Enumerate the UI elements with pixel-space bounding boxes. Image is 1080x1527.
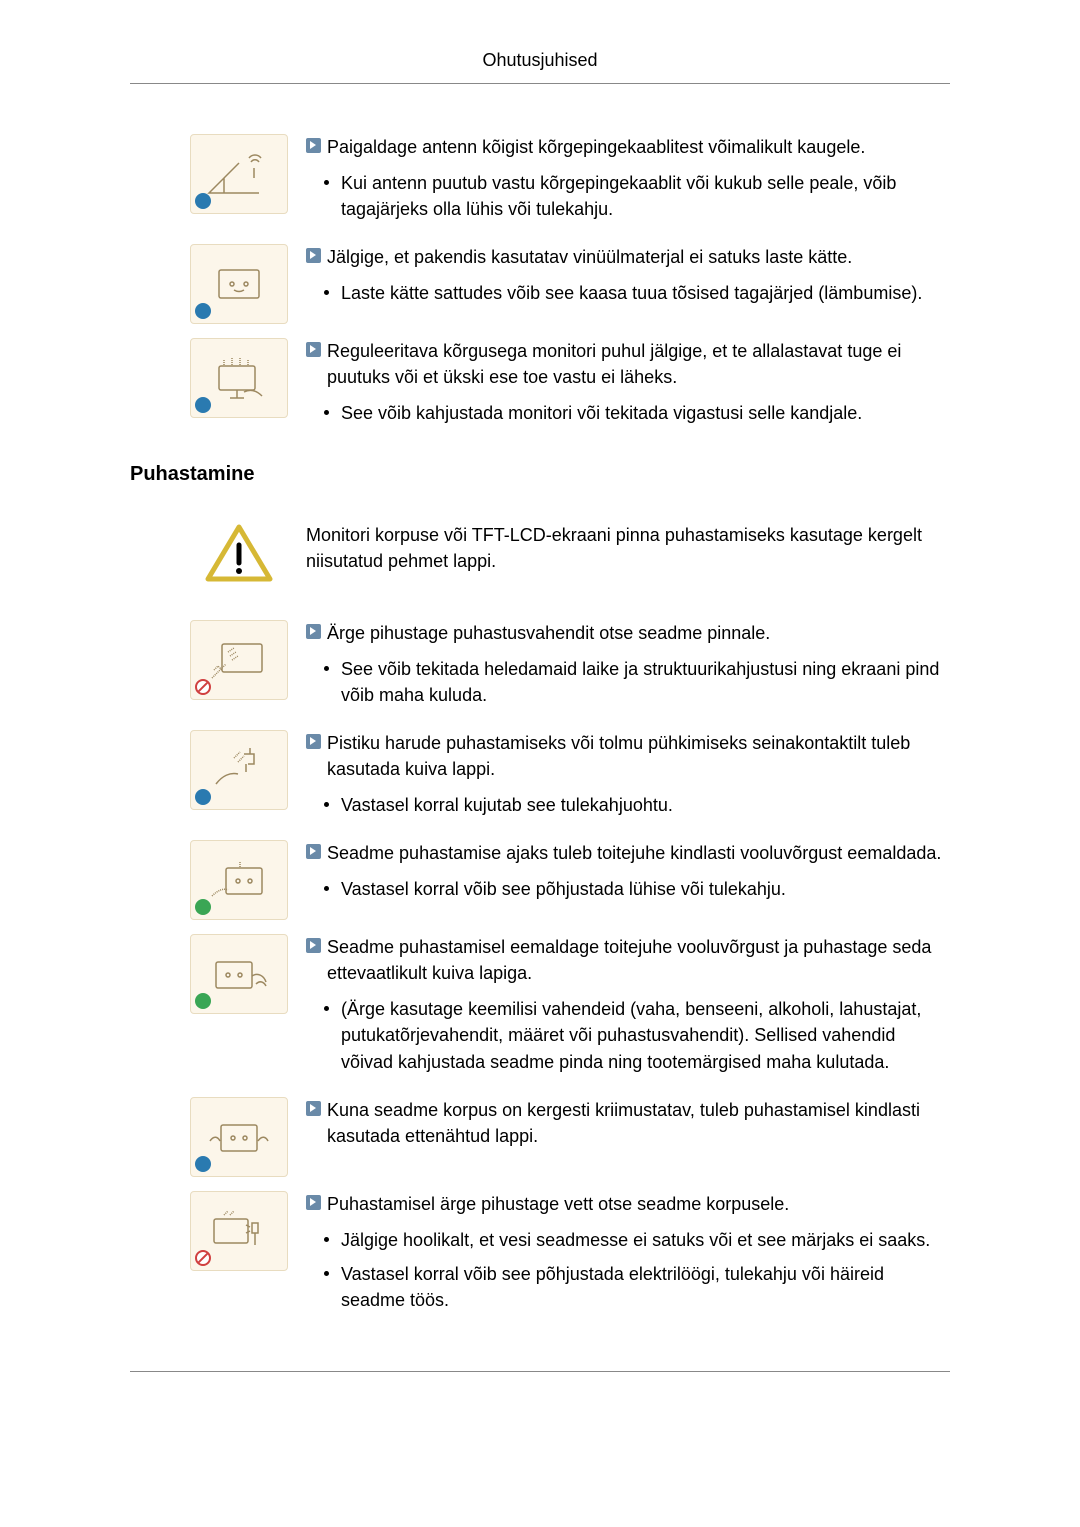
lead-text: Ärge pihustage puhastusvahendit otse sea…: [306, 620, 950, 646]
arrow-icon: [306, 342, 321, 357]
section-2-items: Ärge pihustage puhastusvahendit otse sea…: [130, 620, 950, 1321]
sub-content: Vastasel korral kujutab see tulekahjuoht…: [341, 792, 673, 818]
lead-content: Seadme puhastamise ajaks tuleb toitejuhe…: [327, 840, 941, 866]
lead-text: Pistiku harude puhastamiseks või tolmu p…: [306, 730, 950, 782]
sub-content: Vastasel korral võib see põhjustada elek…: [341, 1261, 950, 1313]
lead-content: Seadme puhastamisel eemaldage toitejuhe …: [327, 934, 950, 986]
instruction-item: Reguleeritava kõrgusega monitori puhul j…: [130, 338, 950, 434]
info-icon: [195, 193, 211, 209]
instruction-text: Kuna seadme korpus on kergesti kriimusta…: [306, 1097, 950, 1159]
illustration-unplug-clean: [190, 840, 288, 920]
page-header: Ohutusjuhised: [130, 50, 950, 84]
sub-content: Vastasel korral võib see põhjustada lühi…: [341, 876, 786, 902]
page: Ohutusjuhised Paigaldage antenn kõigist …: [0, 0, 1080, 1432]
instruction-item: Jälgige, et pakendis kasutatav vinüülmat…: [130, 244, 950, 324]
instruction-text: Reguleeritava kõrgusega monitori puhul j…: [306, 338, 950, 434]
lead-text: Reguleeritava kõrgusega monitori puhul j…: [306, 338, 950, 390]
illustration-dry-cloth: [190, 934, 288, 1014]
arrow-icon: [306, 938, 321, 953]
sub-text: Laste kätte sattudes võib see kaasa tuua…: [324, 280, 950, 306]
sub-text: Vastasel korral võib see põhjustada elek…: [324, 1261, 950, 1313]
section-intro: Monitori korpuse või TFT-LCD-ekraani pin…: [130, 514, 950, 594]
illustration-spray-screen: [190, 620, 288, 700]
dot-icon: [324, 180, 329, 185]
info-icon: [195, 1156, 211, 1172]
instruction-item: Seadme puhastamisel eemaldage toitejuhe …: [130, 934, 950, 1082]
instruction-text: Pistiku harude puhastamiseks või tolmu p…: [306, 730, 950, 826]
instruction-item: Puhastamisel ärge pihustage vett otse se…: [130, 1191, 950, 1321]
instruction-item: Paigaldage antenn kõigist kõrgepingekaab…: [130, 134, 950, 230]
info-icon: [195, 789, 211, 805]
sub-text: See võib tekitada heledamaid laike ja st…: [324, 656, 950, 708]
unplug-icon: [195, 899, 211, 915]
lead-content: Pistiku harude puhastamiseks või tolmu p…: [327, 730, 950, 782]
lead-content: Puhastamisel ärge pihustage vett otse se…: [327, 1191, 789, 1217]
dot-icon: [324, 1006, 329, 1011]
instruction-text: Paigaldage antenn kõigist kõrgepingekaab…: [306, 134, 950, 230]
section-1: Paigaldage antenn kõigist kõrgepingekaab…: [130, 134, 950, 435]
sub-text: See võib kahjustada monitori või tekitad…: [324, 400, 950, 426]
dot-icon: [324, 802, 329, 807]
sub-text: (Ärge kasutage keemilisi vahendeid (vaha…: [324, 996, 950, 1074]
sub-content: Jälgige hoolikalt, et vesi seadmesse ei …: [341, 1227, 930, 1253]
lead-content: Jälgige, et pakendis kasutatav vinüülmat…: [327, 244, 852, 270]
arrow-icon: [306, 1101, 321, 1116]
instruction-text: Puhastamisel ärge pihustage vett otse se…: [306, 1191, 950, 1321]
sub-content: Kui antenn puutub vastu kõrgepingekaabli…: [341, 170, 950, 222]
instruction-item: Kuna seadme korpus on kergesti kriimusta…: [130, 1097, 950, 1177]
instruction-item: Ärge pihustage puhastusvahendit otse sea…: [130, 620, 950, 716]
footer-rule: [130, 1371, 950, 1372]
prohibit-icon: [195, 679, 211, 695]
lead-content: Reguleeritava kõrgusega monitori puhul j…: [327, 338, 950, 390]
intro-text: Monitori korpuse või TFT-LCD-ekraani pin…: [306, 514, 950, 574]
sub-text: Vastasel korral kujutab see tulekahjuoht…: [324, 792, 950, 818]
lead-text: Seadme puhastamise ajaks tuleb toitejuhe…: [306, 840, 950, 866]
instruction-text: Seadme puhastamise ajaks tuleb toitejuhe…: [306, 840, 950, 910]
lead-text: Paigaldage antenn kõigist kõrgepingekaab…: [306, 134, 950, 160]
info-icon: [195, 303, 211, 319]
arrow-icon: [306, 844, 321, 859]
arrow-icon: [306, 248, 321, 263]
sub-content: See võib tekitada heledamaid laike ja st…: [341, 656, 950, 708]
sub-text: Kui antenn puutub vastu kõrgepingekaabli…: [324, 170, 950, 222]
sub-content: See võib kahjustada monitori või tekitad…: [341, 400, 862, 426]
sub-content: Laste kätte sattudes võib see kaasa tuua…: [341, 280, 922, 306]
instruction-item: Seadme puhastamise ajaks tuleb toitejuhe…: [130, 840, 950, 920]
arrow-icon: [306, 138, 321, 153]
instruction-text: Jälgige, et pakendis kasutatav vinüülmat…: [306, 244, 950, 314]
lead-content: Kuna seadme korpus on kergesti kriimusta…: [327, 1097, 950, 1149]
lead-text: Seadme puhastamisel eemaldage toitejuhe …: [306, 934, 950, 986]
lead-text: Kuna seadme korpus on kergesti kriimusta…: [306, 1097, 950, 1149]
dot-icon: [324, 886, 329, 891]
instruction-item: Pistiku harude puhastamiseks või tolmu p…: [130, 730, 950, 826]
illustration-soft-cloth: [190, 1097, 288, 1177]
dot-icon: [324, 1237, 329, 1242]
warning-icon: [190, 514, 288, 594]
lead-content: Paigaldage antenn kõigist kõrgepingekaab…: [327, 134, 865, 160]
arrow-icon: [306, 734, 321, 749]
illustration-antenna: [190, 134, 288, 214]
dot-icon: [324, 410, 329, 415]
unplug-icon: [195, 993, 211, 1009]
illustration-vinyl: [190, 244, 288, 324]
section-title-cleaning: Puhastamine: [130, 463, 950, 486]
prohibit-icon: [195, 1250, 211, 1266]
lead-content: Ärge pihustage puhastusvahendit otse sea…: [327, 620, 770, 646]
info-icon: [195, 397, 211, 413]
dot-icon: [324, 666, 329, 671]
sub-text: Vastasel korral võib see põhjustada lühi…: [324, 876, 950, 902]
sub-text: Jälgige hoolikalt, et vesi seadmesse ei …: [324, 1227, 950, 1253]
arrow-icon: [306, 624, 321, 639]
dot-icon: [324, 290, 329, 295]
sub-content: (Ärge kasutage keemilisi vahendeid (vaha…: [341, 996, 950, 1074]
illustration-monitor-height: [190, 338, 288, 418]
instruction-text: Ärge pihustage puhastusvahendit otse sea…: [306, 620, 950, 716]
illustration-no-water-spray: [190, 1191, 288, 1271]
lead-text: Puhastamisel ärge pihustage vett otse se…: [306, 1191, 950, 1217]
dot-icon: [324, 1271, 329, 1276]
arrow-icon: [306, 1195, 321, 1210]
illustration-clean-plug: [190, 730, 288, 810]
lead-text: Jälgige, et pakendis kasutatav vinüülmat…: [306, 244, 950, 270]
instruction-text: Seadme puhastamisel eemaldage toitejuhe …: [306, 934, 950, 1082]
